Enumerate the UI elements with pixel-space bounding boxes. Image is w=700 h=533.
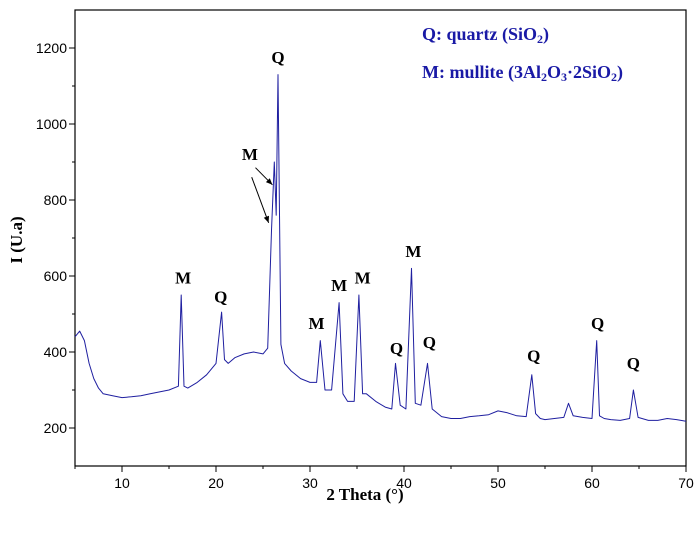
arrow-head (265, 178, 273, 185)
x-tick-label: 20 (208, 475, 224, 491)
legend-entry-quartz: Q: quartz (SiO2) (422, 24, 549, 46)
legend-entry-mullite: M: mullite (3Al2O3·2SiO2) (422, 62, 623, 84)
legend-text-part: Q: quartz (SiO (422, 24, 537, 45)
legend-text-part: ) (617, 62, 623, 83)
x-tick-label: 70 (678, 475, 694, 491)
peak-label-m: M (405, 242, 421, 261)
x-tick-label: 50 (490, 475, 506, 491)
legend-text-part: 2 (541, 70, 547, 84)
legend-text-part: 2 (537, 32, 543, 46)
legend-text-part: 3 (561, 70, 567, 84)
legend-text-part: O (547, 62, 561, 82)
x-tick-label: 60 (584, 475, 600, 491)
y-tick-label: 800 (44, 192, 68, 208)
peak-label-q: Q (527, 347, 540, 366)
legend: Q: quartz (SiO2)M: mullite (3Al2O3·2SiO2… (422, 24, 623, 84)
peak-label-q: Q (627, 354, 640, 373)
peak-label-m: M (242, 145, 258, 164)
arrow-head (263, 215, 269, 223)
legend-text-part: 2 (611, 70, 617, 84)
legend-text-part: ·2SiO (567, 62, 611, 82)
x-tick-label: 30 (302, 475, 318, 491)
x-tick-label: 10 (114, 475, 130, 491)
xrd-pattern-line (74, 74, 687, 422)
peak-label-m: M (331, 276, 347, 295)
peak-label-q: Q (423, 333, 436, 352)
y-tick-label: 600 (44, 268, 68, 284)
y-tick-label: 200 (44, 420, 68, 436)
legend-text-part: ) (543, 24, 549, 45)
legend-text-part: M: mullite (3Al (422, 62, 541, 83)
annotation-arrows (251, 167, 273, 223)
y-axis: 200 400 600 800 1000 1200 (36, 40, 75, 436)
annotation-arrow (251, 177, 270, 223)
y-tick-label: 400 (44, 344, 68, 360)
peak-label-m: M (175, 269, 191, 288)
peak-label-q: Q (390, 339, 403, 358)
peak-label-m: M (355, 269, 371, 288)
peak-label-m: M (309, 314, 325, 333)
x-axis-title: 2 Theta (°) (326, 485, 403, 504)
peak-label-q: Q (214, 288, 227, 307)
y-axis-title: I (U.a) (7, 216, 26, 263)
peak-label-q: Q (591, 314, 604, 333)
x-axis: 10 20 30 40 50 60 70 (74, 466, 694, 491)
y-tick-label: 1200 (36, 40, 67, 56)
y-tick-label: 1000 (36, 116, 67, 132)
x-tick-label: 40 (396, 475, 412, 491)
peak-label-q: Q (271, 48, 284, 67)
